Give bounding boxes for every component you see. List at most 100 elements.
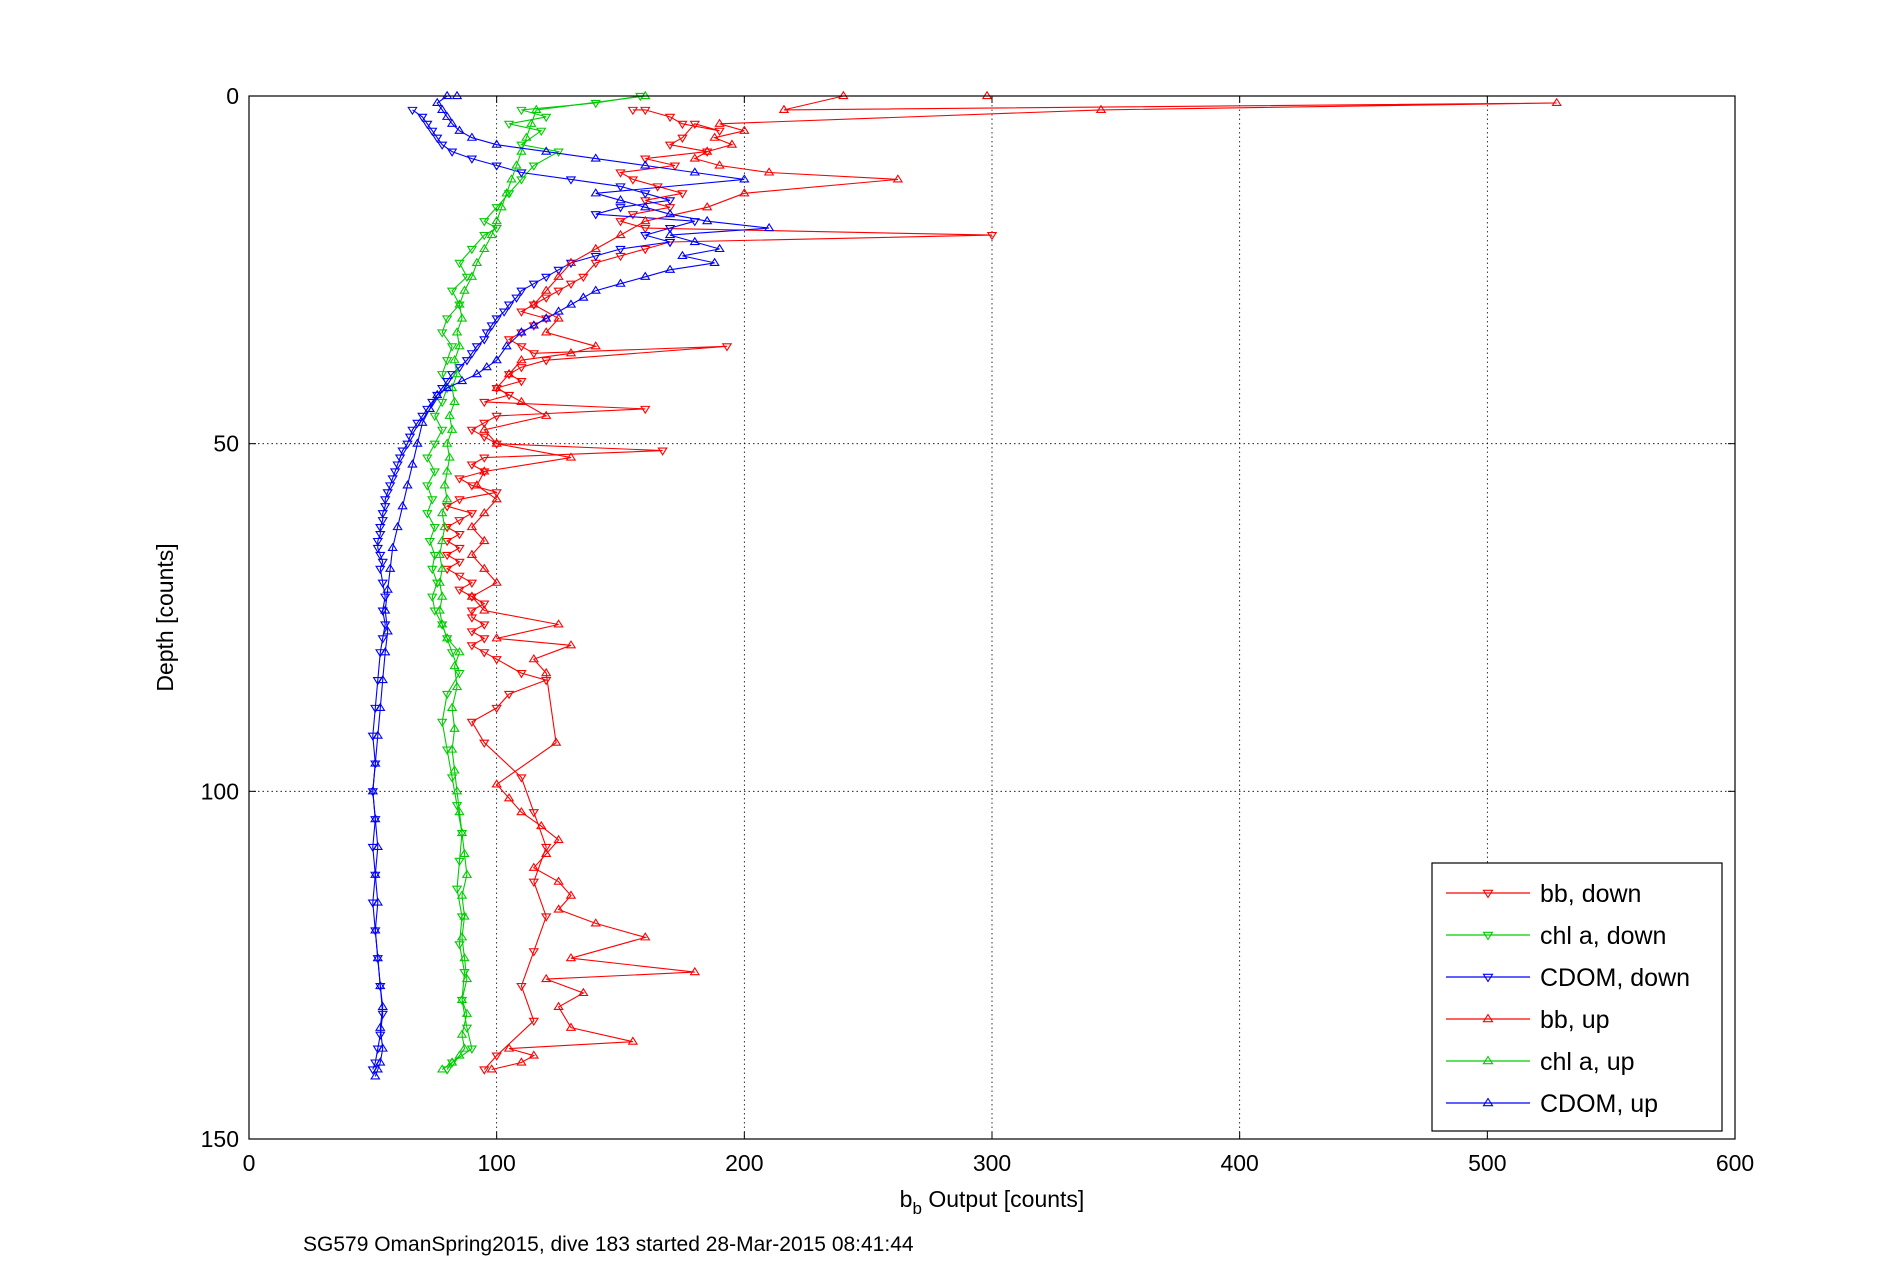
data-point [375, 524, 386, 533]
data-point [417, 412, 428, 422]
data-point [454, 475, 465, 484]
data-point [454, 530, 465, 540]
data-point [541, 677, 552, 686]
data-point [479, 243, 490, 253]
data-point [441, 494, 453, 503]
data-point [479, 507, 490, 517]
data-point [392, 461, 403, 470]
data-point [404, 433, 416, 442]
data-point [417, 417, 428, 426]
legend-marker [1482, 1055, 1494, 1065]
data-point [503, 301, 515, 310]
data-point [640, 106, 651, 116]
data-point [528, 948, 540, 957]
legend-marker [1482, 889, 1494, 899]
data-point [471, 343, 483, 352]
data-point [778, 104, 790, 113]
data-point [541, 667, 552, 677]
data-point [541, 973, 552, 983]
data-point [541, 146, 552, 155]
data-point [479, 231, 490, 241]
data-point [466, 579, 478, 588]
data-point [456, 996, 468, 1006]
data-point [454, 496, 465, 505]
data-point [503, 336, 515, 345]
data-point [578, 273, 589, 283]
data-point [553, 1001, 564, 1010]
x-tick-label: 0 [243, 1150, 256, 1176]
data-point [506, 174, 517, 183]
data-point [516, 1057, 527, 1066]
data-point [640, 90, 651, 100]
data-point [503, 368, 515, 378]
data-point [516, 329, 527, 338]
x-tick-label: 500 [1468, 1150, 1506, 1176]
data-point [565, 259, 577, 269]
data-point [436, 104, 448, 113]
data-point [714, 118, 725, 127]
legend-item: chl a, down [1446, 922, 1666, 950]
data-point [461, 1008, 473, 1017]
data-point [541, 410, 552, 419]
data-point [528, 280, 540, 289]
data-point [526, 118, 537, 127]
data-point [491, 382, 502, 392]
data-point [491, 215, 502, 225]
data-point [516, 287, 527, 296]
data-point [664, 208, 676, 218]
data-point [432, 389, 443, 399]
series-layer [367, 90, 1562, 1080]
legend-item: bb, down [1446, 880, 1641, 908]
data-point [466, 132, 478, 141]
data-point [449, 660, 460, 670]
data-point [422, 482, 433, 491]
data-point [528, 1050, 540, 1059]
data-point [565, 952, 577, 962]
series-line [445, 109, 993, 1070]
y-axis-label: Depth [counts] [152, 543, 178, 691]
data-point [434, 605, 445, 614]
data-point [429, 468, 440, 477]
data-point [380, 605, 391, 614]
data-point [377, 635, 388, 644]
data-point [763, 222, 775, 232]
data-point [375, 551, 386, 561]
data-point [541, 357, 552, 366]
data-point [590, 341, 601, 350]
data-point [491, 225, 502, 234]
data-point [449, 354, 460, 364]
legend-marker [1482, 1097, 1494, 1107]
data-point [491, 577, 502, 586]
data-point [412, 438, 423, 447]
data-point [565, 257, 577, 266]
data-point [429, 440, 440, 449]
data-point [565, 280, 577, 289]
caption: SG579 OmanSpring2015, dive 183 started 2… [303, 1233, 914, 1256]
data-point [466, 350, 478, 359]
data-point [516, 146, 527, 155]
data-point [739, 125, 750, 134]
data-point [441, 315, 453, 324]
data-point [377, 674, 388, 684]
data-point [531, 104, 542, 113]
data-point [466, 426, 478, 435]
x-tick-label: 400 [1220, 1150, 1258, 1176]
data-point [375, 1022, 386, 1031]
data-point [466, 521, 478, 531]
data-point [446, 774, 458, 783]
data-point [451, 90, 463, 100]
data-point [721, 343, 733, 352]
data-point [565, 176, 577, 185]
data-point [372, 897, 383, 906]
data-point [640, 202, 651, 211]
data-point [479, 336, 490, 345]
data-point [454, 941, 465, 950]
data-point [491, 1052, 502, 1061]
data-point [466, 607, 478, 616]
data-point [436, 1064, 448, 1073]
data-point [407, 459, 418, 468]
data-point [377, 1001, 388, 1010]
data-point [436, 619, 448, 628]
data-point [503, 690, 515, 700]
